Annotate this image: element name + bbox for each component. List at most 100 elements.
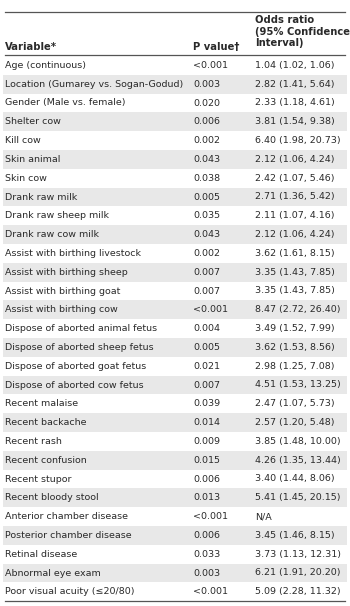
Text: Gender (Male vs. female): Gender (Male vs. female): [5, 99, 126, 107]
Text: Dispose of aborted sheep fetus: Dispose of aborted sheep fetus: [5, 343, 154, 352]
Text: 5.09 (2.28, 11.32): 5.09 (2.28, 11.32): [255, 587, 341, 596]
Bar: [3, 545, 347, 564]
Text: N/A: N/A: [255, 512, 272, 521]
Text: 0.003: 0.003: [193, 568, 220, 578]
Text: Drank raw sheep milk: Drank raw sheep milk: [5, 211, 109, 221]
Text: 0.043: 0.043: [193, 230, 220, 239]
Bar: [3, 75, 347, 93]
Text: 0.038: 0.038: [193, 174, 220, 182]
Bar: [3, 244, 347, 263]
Text: 0.009: 0.009: [193, 437, 220, 446]
Text: 0.039: 0.039: [193, 399, 220, 408]
Text: 0.005: 0.005: [193, 193, 220, 202]
Text: Anterior chamber disease: Anterior chamber disease: [5, 512, 128, 521]
Text: Drank raw cow milk: Drank raw cow milk: [5, 230, 99, 239]
Text: 0.006: 0.006: [193, 118, 220, 126]
Text: Age (continuous): Age (continuous): [5, 61, 86, 70]
Text: 0.006: 0.006: [193, 531, 220, 540]
Bar: [3, 319, 347, 338]
Bar: [3, 225, 347, 244]
Bar: [3, 150, 347, 169]
Text: 2.47 (1.07, 5.73): 2.47 (1.07, 5.73): [255, 399, 335, 408]
Text: Kill cow: Kill cow: [5, 136, 41, 145]
Bar: [3, 451, 347, 470]
Text: Skin animal: Skin animal: [5, 155, 60, 164]
Bar: [3, 188, 347, 207]
Text: Dispose of aborted goat fetus: Dispose of aborted goat fetus: [5, 362, 146, 371]
Text: Recent stupor: Recent stupor: [5, 474, 71, 484]
Text: Recent confusion: Recent confusion: [5, 456, 87, 465]
Text: 3.49 (1.52, 7.99): 3.49 (1.52, 7.99): [255, 324, 335, 333]
Text: Recent malaise: Recent malaise: [5, 399, 78, 408]
Text: Dispose of aborted cow fetus: Dispose of aborted cow fetus: [5, 381, 144, 390]
Text: Posterior chamber disease: Posterior chamber disease: [5, 531, 132, 540]
Text: Assist with birthing goat: Assist with birthing goat: [5, 287, 120, 296]
Bar: [3, 207, 347, 225]
Bar: [3, 395, 347, 413]
Text: Retinal disease: Retinal disease: [5, 550, 77, 559]
Text: Odds ratio
(95% Confidence
Interval): Odds ratio (95% Confidence Interval): [255, 15, 350, 48]
Text: 2.98 (1.25, 7.08): 2.98 (1.25, 7.08): [255, 362, 335, 371]
Bar: [3, 263, 347, 282]
Bar: [3, 413, 347, 432]
Bar: [3, 564, 347, 582]
Text: 0.043: 0.043: [193, 155, 220, 164]
Bar: [3, 132, 347, 150]
Text: 2.12 (1.06, 4.24): 2.12 (1.06, 4.24): [255, 155, 335, 164]
Text: 0.013: 0.013: [193, 493, 220, 502]
Text: 3.62 (1.61, 8.15): 3.62 (1.61, 8.15): [255, 249, 335, 258]
Text: 5.41 (1.45, 20.15): 5.41 (1.45, 20.15): [255, 493, 341, 502]
Bar: [3, 507, 347, 526]
Text: 2.11 (1.07, 4.16): 2.11 (1.07, 4.16): [255, 211, 335, 221]
Text: 0.020: 0.020: [193, 99, 220, 107]
Bar: [3, 432, 347, 451]
Text: 4.26 (1.35, 13.44): 4.26 (1.35, 13.44): [255, 456, 341, 465]
Text: 0.021: 0.021: [193, 362, 220, 371]
Text: 0.035: 0.035: [193, 211, 220, 221]
Text: 0.002: 0.002: [193, 136, 220, 145]
Text: Skin cow: Skin cow: [5, 174, 47, 182]
Bar: [3, 338, 347, 357]
Text: 2.42 (1.07, 5.46): 2.42 (1.07, 5.46): [255, 174, 335, 182]
Text: 0.007: 0.007: [193, 268, 220, 277]
Bar: [3, 56, 347, 75]
Bar: [3, 488, 347, 507]
Text: 3.62 (1.53, 8.56): 3.62 (1.53, 8.56): [255, 343, 335, 352]
Bar: [3, 357, 347, 376]
Text: Recent backache: Recent backache: [5, 418, 86, 427]
Text: 0.014: 0.014: [193, 418, 220, 427]
Text: 2.71 (1.36, 5.42): 2.71 (1.36, 5.42): [255, 193, 335, 202]
Bar: [3, 582, 347, 601]
Text: 6.21 (1.91, 20.20): 6.21 (1.91, 20.20): [255, 568, 341, 578]
Text: 0.007: 0.007: [193, 287, 220, 296]
Text: Assist with birthing cow: Assist with birthing cow: [5, 305, 118, 315]
Text: 0.006: 0.006: [193, 474, 220, 484]
Text: P value†: P value†: [193, 42, 239, 52]
Text: <0.001: <0.001: [193, 305, 228, 315]
Text: 3.35 (1.43, 7.85): 3.35 (1.43, 7.85): [255, 287, 335, 296]
Text: 3.35 (1.43, 7.85): 3.35 (1.43, 7.85): [255, 268, 335, 277]
Text: 2.33 (1.18, 4.61): 2.33 (1.18, 4.61): [255, 99, 335, 107]
Text: Abnormal eye exam: Abnormal eye exam: [5, 568, 101, 578]
Text: <0.001: <0.001: [193, 512, 228, 521]
Text: Recent bloody stool: Recent bloody stool: [5, 493, 99, 502]
Text: 6.40 (1.98, 20.73): 6.40 (1.98, 20.73): [255, 136, 341, 145]
Bar: [3, 112, 347, 132]
Text: <0.001: <0.001: [193, 587, 228, 596]
Text: Location (Gumarey vs. Sogan-Godud): Location (Gumarey vs. Sogan-Godud): [5, 80, 183, 88]
Bar: [3, 526, 347, 545]
Bar: [3, 470, 347, 488]
Text: <0.001: <0.001: [193, 61, 228, 70]
Text: 3.73 (1.13, 12.31): 3.73 (1.13, 12.31): [255, 550, 341, 559]
Text: 3.45 (1.46, 8.15): 3.45 (1.46, 8.15): [255, 531, 335, 540]
Text: 2.12 (1.06, 4.24): 2.12 (1.06, 4.24): [255, 230, 335, 239]
Text: 0.003: 0.003: [193, 80, 220, 88]
Text: 3.40 (1.44, 8.06): 3.40 (1.44, 8.06): [255, 474, 335, 484]
Text: 0.002: 0.002: [193, 249, 220, 258]
Text: 0.007: 0.007: [193, 381, 220, 390]
Text: 0.033: 0.033: [193, 550, 220, 559]
Text: 2.82 (1.41, 5.64): 2.82 (1.41, 5.64): [255, 80, 335, 88]
Text: 0.005: 0.005: [193, 343, 220, 352]
Text: Assist with birthing sheep: Assist with birthing sheep: [5, 268, 128, 277]
Bar: [3, 93, 347, 112]
